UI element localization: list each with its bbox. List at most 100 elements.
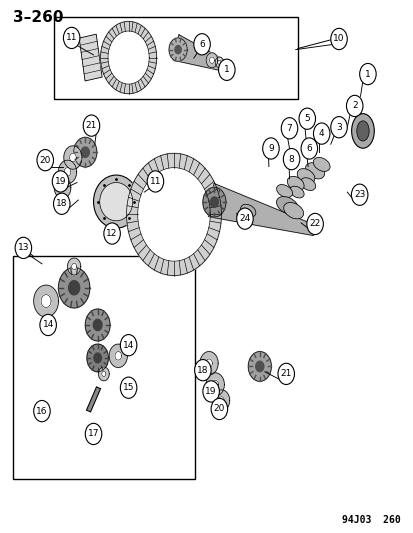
Circle shape	[83, 115, 100, 136]
Polygon shape	[199, 352, 218, 375]
Polygon shape	[64, 146, 82, 169]
Polygon shape	[115, 352, 121, 360]
Ellipse shape	[276, 184, 292, 197]
Text: 3–260: 3–260	[13, 10, 64, 25]
Text: 3: 3	[335, 123, 341, 132]
Polygon shape	[210, 197, 218, 207]
Polygon shape	[81, 147, 89, 157]
Text: 13: 13	[18, 244, 29, 253]
Polygon shape	[215, 57, 223, 68]
Circle shape	[33, 400, 50, 422]
Circle shape	[359, 63, 375, 85]
Text: 6: 6	[306, 144, 311, 153]
Circle shape	[104, 223, 120, 244]
Polygon shape	[173, 35, 232, 73]
Text: 24: 24	[239, 214, 250, 223]
Circle shape	[351, 184, 367, 205]
Polygon shape	[126, 154, 221, 276]
Polygon shape	[94, 353, 101, 363]
Circle shape	[85, 423, 102, 445]
Ellipse shape	[305, 163, 324, 179]
Polygon shape	[109, 344, 127, 368]
Text: 17: 17	[88, 430, 99, 439]
Circle shape	[277, 364, 294, 384]
Polygon shape	[54, 177, 71, 198]
Text: 6: 6	[199, 40, 204, 49]
Ellipse shape	[289, 186, 304, 198]
Polygon shape	[41, 295, 51, 308]
Polygon shape	[102, 371, 106, 376]
Ellipse shape	[313, 157, 329, 172]
Text: 23: 23	[353, 190, 364, 199]
Circle shape	[37, 150, 53, 171]
Text: 1: 1	[364, 70, 370, 78]
Ellipse shape	[283, 203, 303, 219]
Polygon shape	[69, 154, 76, 162]
Polygon shape	[79, 34, 102, 81]
Polygon shape	[64, 167, 71, 176]
Text: 4: 4	[318, 129, 324, 138]
Circle shape	[236, 208, 253, 229]
Circle shape	[120, 377, 137, 398]
Ellipse shape	[356, 121, 368, 141]
Polygon shape	[138, 167, 210, 261]
Polygon shape	[59, 184, 65, 191]
Text: 2: 2	[351, 101, 357, 110]
Text: 16: 16	[36, 407, 47, 416]
Polygon shape	[108, 31, 149, 84]
Ellipse shape	[100, 182, 133, 221]
Polygon shape	[211, 380, 218, 389]
Text: 7: 7	[286, 124, 292, 133]
Circle shape	[147, 171, 163, 192]
Polygon shape	[217, 60, 221, 64]
Circle shape	[52, 171, 69, 192]
Polygon shape	[218, 397, 224, 404]
Circle shape	[120, 335, 137, 356]
Text: 20: 20	[213, 405, 225, 414]
Circle shape	[53, 193, 70, 214]
Polygon shape	[248, 352, 271, 381]
Text: 8: 8	[288, 155, 294, 164]
Polygon shape	[255, 361, 263, 372]
Polygon shape	[87, 344, 108, 372]
Polygon shape	[67, 258, 81, 275]
Text: 1: 1	[223, 66, 229, 74]
Text: 12: 12	[106, 229, 118, 238]
Circle shape	[306, 213, 323, 235]
Circle shape	[298, 108, 315, 130]
Text: 5: 5	[304, 114, 309, 123]
Polygon shape	[71, 263, 76, 270]
Text: 10: 10	[332, 35, 344, 44]
Polygon shape	[175, 45, 181, 54]
Circle shape	[40, 314, 56, 336]
Circle shape	[330, 117, 347, 138]
Ellipse shape	[297, 168, 314, 184]
Text: 22: 22	[309, 220, 320, 229]
Polygon shape	[69, 281, 79, 295]
Circle shape	[330, 28, 347, 50]
Circle shape	[63, 27, 80, 49]
Text: 9: 9	[268, 144, 273, 153]
Text: 14: 14	[43, 320, 54, 329]
Circle shape	[346, 95, 362, 117]
Ellipse shape	[276, 197, 298, 214]
Text: 19: 19	[205, 387, 216, 396]
Text: 21: 21	[280, 369, 291, 378]
Circle shape	[202, 381, 219, 402]
Polygon shape	[205, 359, 212, 368]
Polygon shape	[33, 285, 58, 317]
Polygon shape	[209, 57, 214, 63]
Circle shape	[218, 59, 235, 80]
Polygon shape	[85, 309, 110, 341]
Ellipse shape	[287, 176, 304, 191]
Circle shape	[211, 398, 227, 419]
Text: 21: 21	[85, 121, 97, 130]
Polygon shape	[206, 53, 217, 68]
Text: 20: 20	[40, 156, 51, 165]
Circle shape	[280, 118, 297, 139]
Polygon shape	[58, 268, 90, 308]
Bar	[54, 17, 297, 99]
Text: 18: 18	[56, 199, 67, 208]
Text: 18: 18	[197, 366, 208, 375]
Text: 94J03  260: 94J03 260	[342, 515, 400, 526]
